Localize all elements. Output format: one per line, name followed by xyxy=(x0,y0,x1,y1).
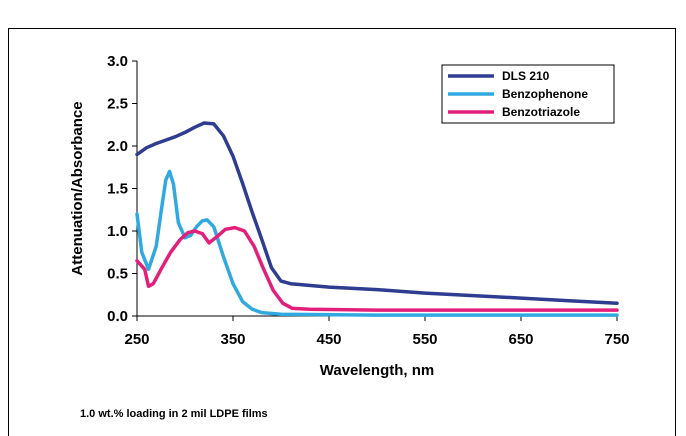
x-tick-label: 350 xyxy=(220,331,245,348)
series-line-benzophenone xyxy=(135,169,619,317)
y-tick-label: 0.0 xyxy=(107,308,128,325)
y-tick-label: 1.0 xyxy=(107,223,128,240)
y-tick-label: 1.5 xyxy=(107,181,128,198)
legend-label: Benzotriazole xyxy=(502,105,580,119)
x-tick-label: 650 xyxy=(508,331,533,348)
y-tick-label: 2.5 xyxy=(107,96,128,113)
y-tick-label: 0.5 xyxy=(107,266,128,283)
x-tick-label: 550 xyxy=(412,331,437,348)
x-tick-label: 450 xyxy=(316,331,341,348)
legend-label: DLS 210 xyxy=(502,69,550,83)
series-line-dls-210 xyxy=(135,121,619,306)
x-axis-title: Wavelength, nm xyxy=(320,362,434,379)
x-tick-label: 750 xyxy=(604,331,629,348)
series-line-benzotriazole xyxy=(135,225,619,312)
footnote: 1.0 wt.% loading in 2 mil LDPE films xyxy=(80,408,268,420)
y-axis-title: Attenuation/Absorbance xyxy=(69,101,86,275)
y-tick-label: 3.0 xyxy=(107,53,128,70)
x-tick-label: 250 xyxy=(124,331,149,348)
y-tick-label: 2.0 xyxy=(107,138,128,155)
legend-label: Benzophenone xyxy=(502,87,588,101)
